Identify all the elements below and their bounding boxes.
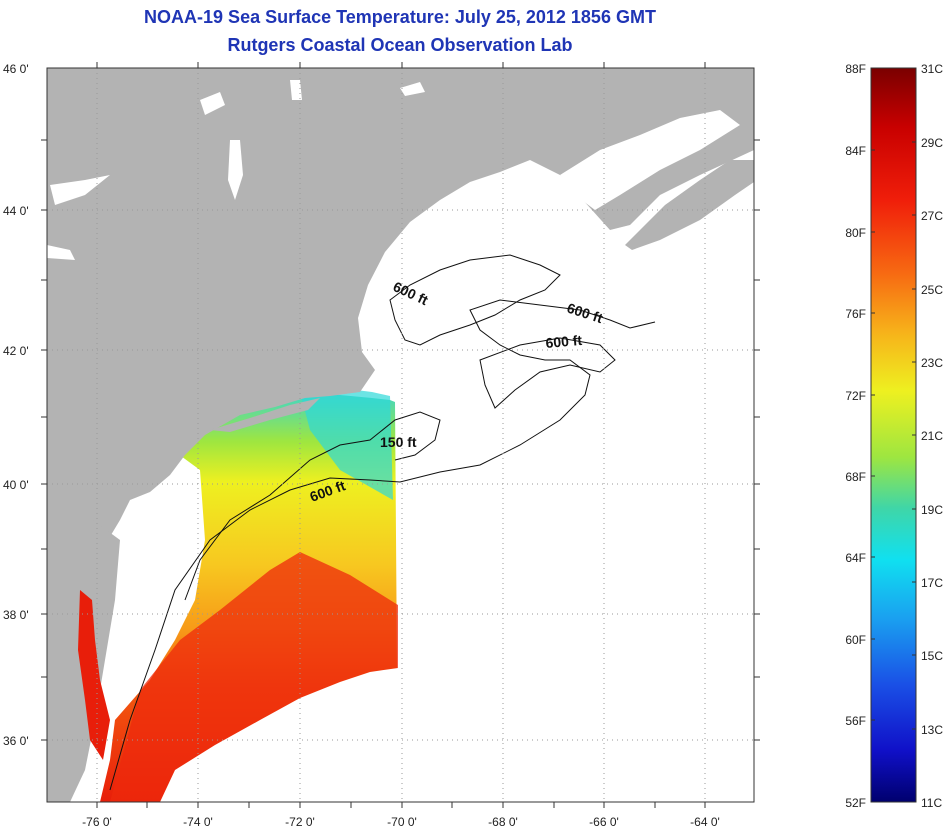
contour-600ft-shelf [109, 299, 656, 791]
lat-label-44: 44 0' [3, 204, 29, 218]
colorbar-c-label-19: 19C [921, 503, 943, 517]
colorbar-c-label-23: 23C [921, 356, 943, 370]
map-plot-area: 600 ft 600 ft 600 ft 150 ft 600 ft [47, 68, 754, 802]
contour-gulf-of-maine [389, 254, 561, 346]
lat-label-36: 36 0' [3, 734, 29, 748]
contour-label-150ft: 150 ft [380, 434, 417, 450]
lake-2 [228, 140, 243, 200]
land-nova-scotia [625, 160, 754, 250]
colorbar-c-label-13: 13C [921, 723, 943, 737]
colorbar-f-label-64: 64F [845, 551, 866, 565]
colorbar-f-label-88: 88F [845, 62, 866, 76]
colorbar-f-label-56: 56F [845, 714, 866, 728]
cloud-gap [160, 668, 398, 802]
colorbar-f-label-52: 52F [845, 796, 866, 810]
colorbar-f-label-84: 84F [845, 144, 866, 158]
contour-150ft [184, 411, 441, 601]
colorbar-ticks [871, 141, 916, 730]
map-title: NOAA-19 Sea Surface Temperature: July 25… [144, 7, 656, 27]
colorbar-c-label-27: 27C [921, 209, 943, 223]
land-mainland [47, 68, 754, 802]
lon-label-66: -66 0' [589, 815, 619, 829]
lon-label-72: -72 0' [285, 815, 315, 829]
lon-label-70: -70 0' [387, 815, 417, 829]
colorbar [870, 67, 917, 803]
colorbar-c-label-15: 15C [921, 649, 943, 663]
colorbar-c-label-31: 31C [921, 62, 943, 76]
lat-label-38: 38 0' [3, 608, 29, 622]
contour-label-600ft-3: 600 ft [545, 332, 583, 351]
lake-4 [50, 175, 110, 205]
lake-3 [290, 80, 302, 100]
axis-ticks [41, 62, 760, 808]
colorbar-f-label-60: 60F [845, 633, 866, 647]
lat-label-40: 40 0' [3, 478, 29, 492]
colorbar-f-label-68: 68F [845, 470, 866, 484]
contour-georges-bank [479, 337, 616, 409]
colorbar-c-label-29: 29C [921, 136, 943, 150]
cloud-gap-2 [230, 762, 300, 790]
chesapeake-bay [78, 590, 110, 760]
lon-label-76: -76 0' [82, 815, 112, 829]
bathymetry-contours [109, 254, 656, 791]
lon-label-74: -74 0' [183, 815, 213, 829]
bay-of-fundy [560, 110, 740, 210]
colorbar-f-label-80: 80F [845, 226, 866, 240]
colorbar-c-label-21: 21C [921, 429, 943, 443]
lat-label-46: 46 0' [3, 62, 29, 76]
map-frame [46, 67, 755, 803]
lake-5 [47, 245, 75, 260]
colorbar-c-label-11: 11C [921, 796, 942, 810]
lon-label-64: -64 0' [690, 815, 720, 829]
colorbar-c-label-25: 25C [921, 283, 943, 297]
map-subtitle: Rutgers Coastal Ocean Observation Lab [227, 35, 573, 55]
colorbar-f-label-72: 72F [845, 389, 866, 403]
lon-label-68: -68 0' [488, 815, 518, 829]
colorbar-f-label-76: 76F [845, 307, 866, 321]
lat-label-42: 42 0' [3, 344, 29, 358]
lake-6 [400, 82, 425, 96]
lake-1 [200, 92, 225, 115]
colorbar-c-label-17: 17C [921, 576, 943, 590]
land-long-island [210, 398, 320, 432]
